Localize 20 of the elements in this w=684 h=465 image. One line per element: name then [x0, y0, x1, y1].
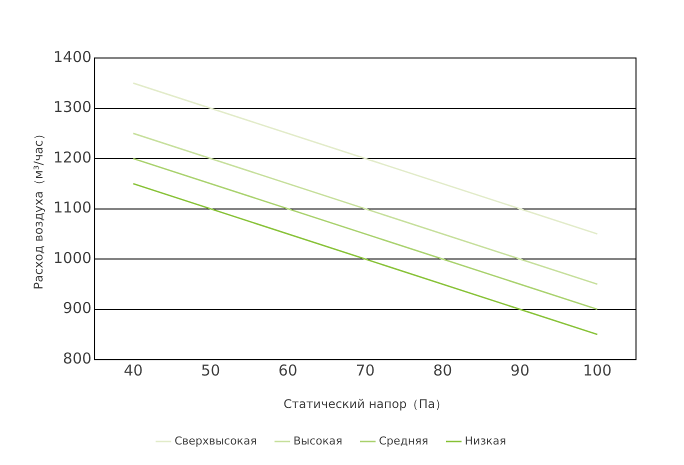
- y-tick-label: 1100: [53, 198, 92, 217]
- legend-label: Сверхвысокая: [174, 434, 257, 448]
- legend-label: Средняя: [378, 434, 428, 448]
- x-axis-title: Статический напор（Па）: [283, 396, 448, 411]
- x-tick-label: 40: [124, 361, 143, 380]
- y-axis-title: Расход воздуха（м³/час）: [31, 128, 46, 290]
- y-tick-label: 900: [62, 299, 92, 318]
- x-tick-label: 60: [278, 361, 298, 380]
- legend-label: Высокая: [293, 434, 342, 448]
- y-tick-label: 1400: [53, 48, 92, 66]
- y-tick-label: 800: [62, 349, 92, 368]
- y-tick-label: 1000: [53, 248, 92, 267]
- x-tick-label: 90: [510, 361, 530, 380]
- legend-label: Низкая: [464, 434, 506, 448]
- x-tick-label: 70: [356, 361, 375, 380]
- x-tick-label: 50: [201, 361, 220, 380]
- y-tick-label: 1300: [53, 98, 92, 116]
- x-tick-label: 100: [583, 361, 612, 380]
- y-tick-label: 1200: [53, 148, 92, 166]
- x-tick-label: 80: [433, 361, 452, 380]
